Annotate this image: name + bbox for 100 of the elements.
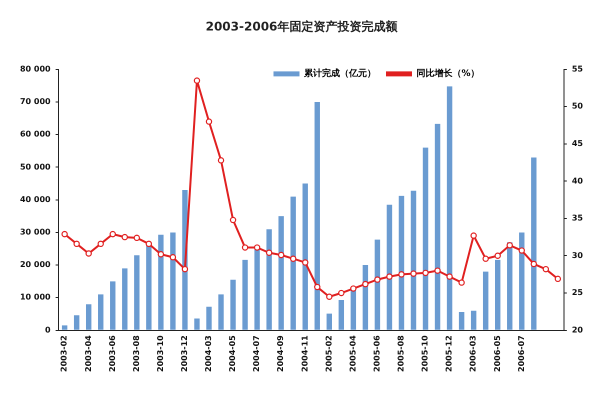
x-tick-label: 2003-08 (132, 334, 141, 372)
point (110, 230, 116, 238)
bar (194, 318, 200, 330)
bar (110, 281, 116, 330)
x-tick-label: 2003-04 (84, 334, 93, 372)
x-tick-label: 2004-11 (300, 334, 310, 372)
point (170, 254, 176, 260)
bar (98, 294, 104, 330)
bar (86, 304, 92, 330)
bar (386, 204, 392, 330)
point (506, 242, 513, 249)
bar (350, 290, 356, 330)
y2-tick-label: 30 (572, 250, 584, 260)
point (73, 240, 80, 248)
point (542, 266, 550, 272)
x-tick-label: 2006-05 (492, 334, 502, 372)
bar (338, 300, 344, 330)
bar (302, 184, 308, 330)
y2-tick-label: 55 (572, 64, 584, 74)
bar (519, 232, 524, 330)
bar (206, 306, 212, 330)
bar (62, 325, 68, 330)
bar (242, 260, 248, 330)
point (158, 251, 164, 258)
point (554, 276, 562, 282)
point (134, 234, 140, 242)
x-tick-label: 2004-09 (276, 334, 286, 372)
bar (122, 268, 128, 330)
point (530, 260, 537, 268)
y-tick-label: 10 000 (20, 292, 52, 302)
x-tick-label: 2004-03 (204, 335, 214, 372)
point (470, 232, 477, 239)
bar (507, 242, 512, 330)
x-tick-label: 2004-05 (228, 334, 238, 372)
bar (290, 196, 296, 330)
point (182, 266, 188, 272)
bar (458, 312, 464, 330)
point (350, 285, 357, 292)
bar (278, 216, 284, 330)
y-tick-label: 80 000 (20, 64, 52, 74)
point (194, 77, 200, 84)
x-tick-label: 2004-07 (252, 335, 262, 372)
point (362, 280, 369, 288)
y-tick-label: 0 (45, 325, 52, 334)
y-tick-label: 70 000 (20, 97, 52, 106)
x-tick-label: 2005-04 (348, 334, 358, 372)
point (278, 252, 284, 258)
y-tick-label: 50 000 (20, 162, 52, 172)
x-tick-label: 2006-03 (468, 335, 478, 372)
x-tick-label: 2005-08 (396, 334, 406, 372)
point (398, 271, 405, 278)
point (314, 284, 320, 290)
y-tick-label: 60 000 (20, 130, 52, 139)
x-tick-label: 2005-12 (444, 335, 454, 372)
point (410, 270, 417, 277)
y-tick-label: 30 000 (20, 228, 52, 237)
point (338, 290, 345, 296)
y2-tick-label: 45 (572, 139, 584, 148)
x-tick-label: 2006-07 (516, 335, 526, 372)
point (98, 240, 104, 248)
bar (531, 157, 536, 330)
bar (314, 102, 320, 330)
legend-label: 累计完成（亿元） (302, 68, 376, 80)
bar (374, 240, 380, 330)
point (146, 240, 152, 248)
y-tick-label: 40 000 (20, 194, 52, 204)
point (434, 267, 441, 274)
legend-label: 同比增长（%） (416, 68, 480, 80)
point (206, 118, 212, 125)
y2-tick-label: 25 (572, 288, 584, 298)
point (446, 273, 453, 280)
point (518, 247, 525, 254)
y2-tick-label: 20 (572, 325, 584, 334)
bar (446, 86, 452, 330)
point (122, 234, 128, 240)
point (422, 270, 429, 276)
bar (134, 255, 140, 330)
point (494, 252, 501, 259)
bar (434, 124, 440, 330)
point (218, 157, 224, 164)
bar (266, 229, 272, 330)
x-tick-label: 2003-02 (60, 335, 69, 372)
point (326, 294, 332, 300)
y2-tick-label: 40 (572, 176, 584, 186)
point (374, 276, 381, 283)
y2-tick-label: 50 (572, 102, 584, 111)
bar (422, 148, 428, 330)
point (482, 256, 489, 262)
point (61, 230, 68, 238)
chart-title: 2003-2006年固定资产投资完成额 (206, 19, 398, 34)
point (254, 244, 260, 251)
x-tick-label: 2005-02 (324, 335, 334, 372)
x-tick-label: 2003-10 (156, 334, 165, 372)
x-tick-label: 2003-06 (108, 334, 117, 372)
point (266, 250, 272, 256)
point (302, 259, 308, 266)
bar (482, 272, 488, 330)
x-tick-label: 2005-10 (420, 334, 430, 372)
bar (170, 232, 176, 330)
bar (158, 234, 164, 330)
